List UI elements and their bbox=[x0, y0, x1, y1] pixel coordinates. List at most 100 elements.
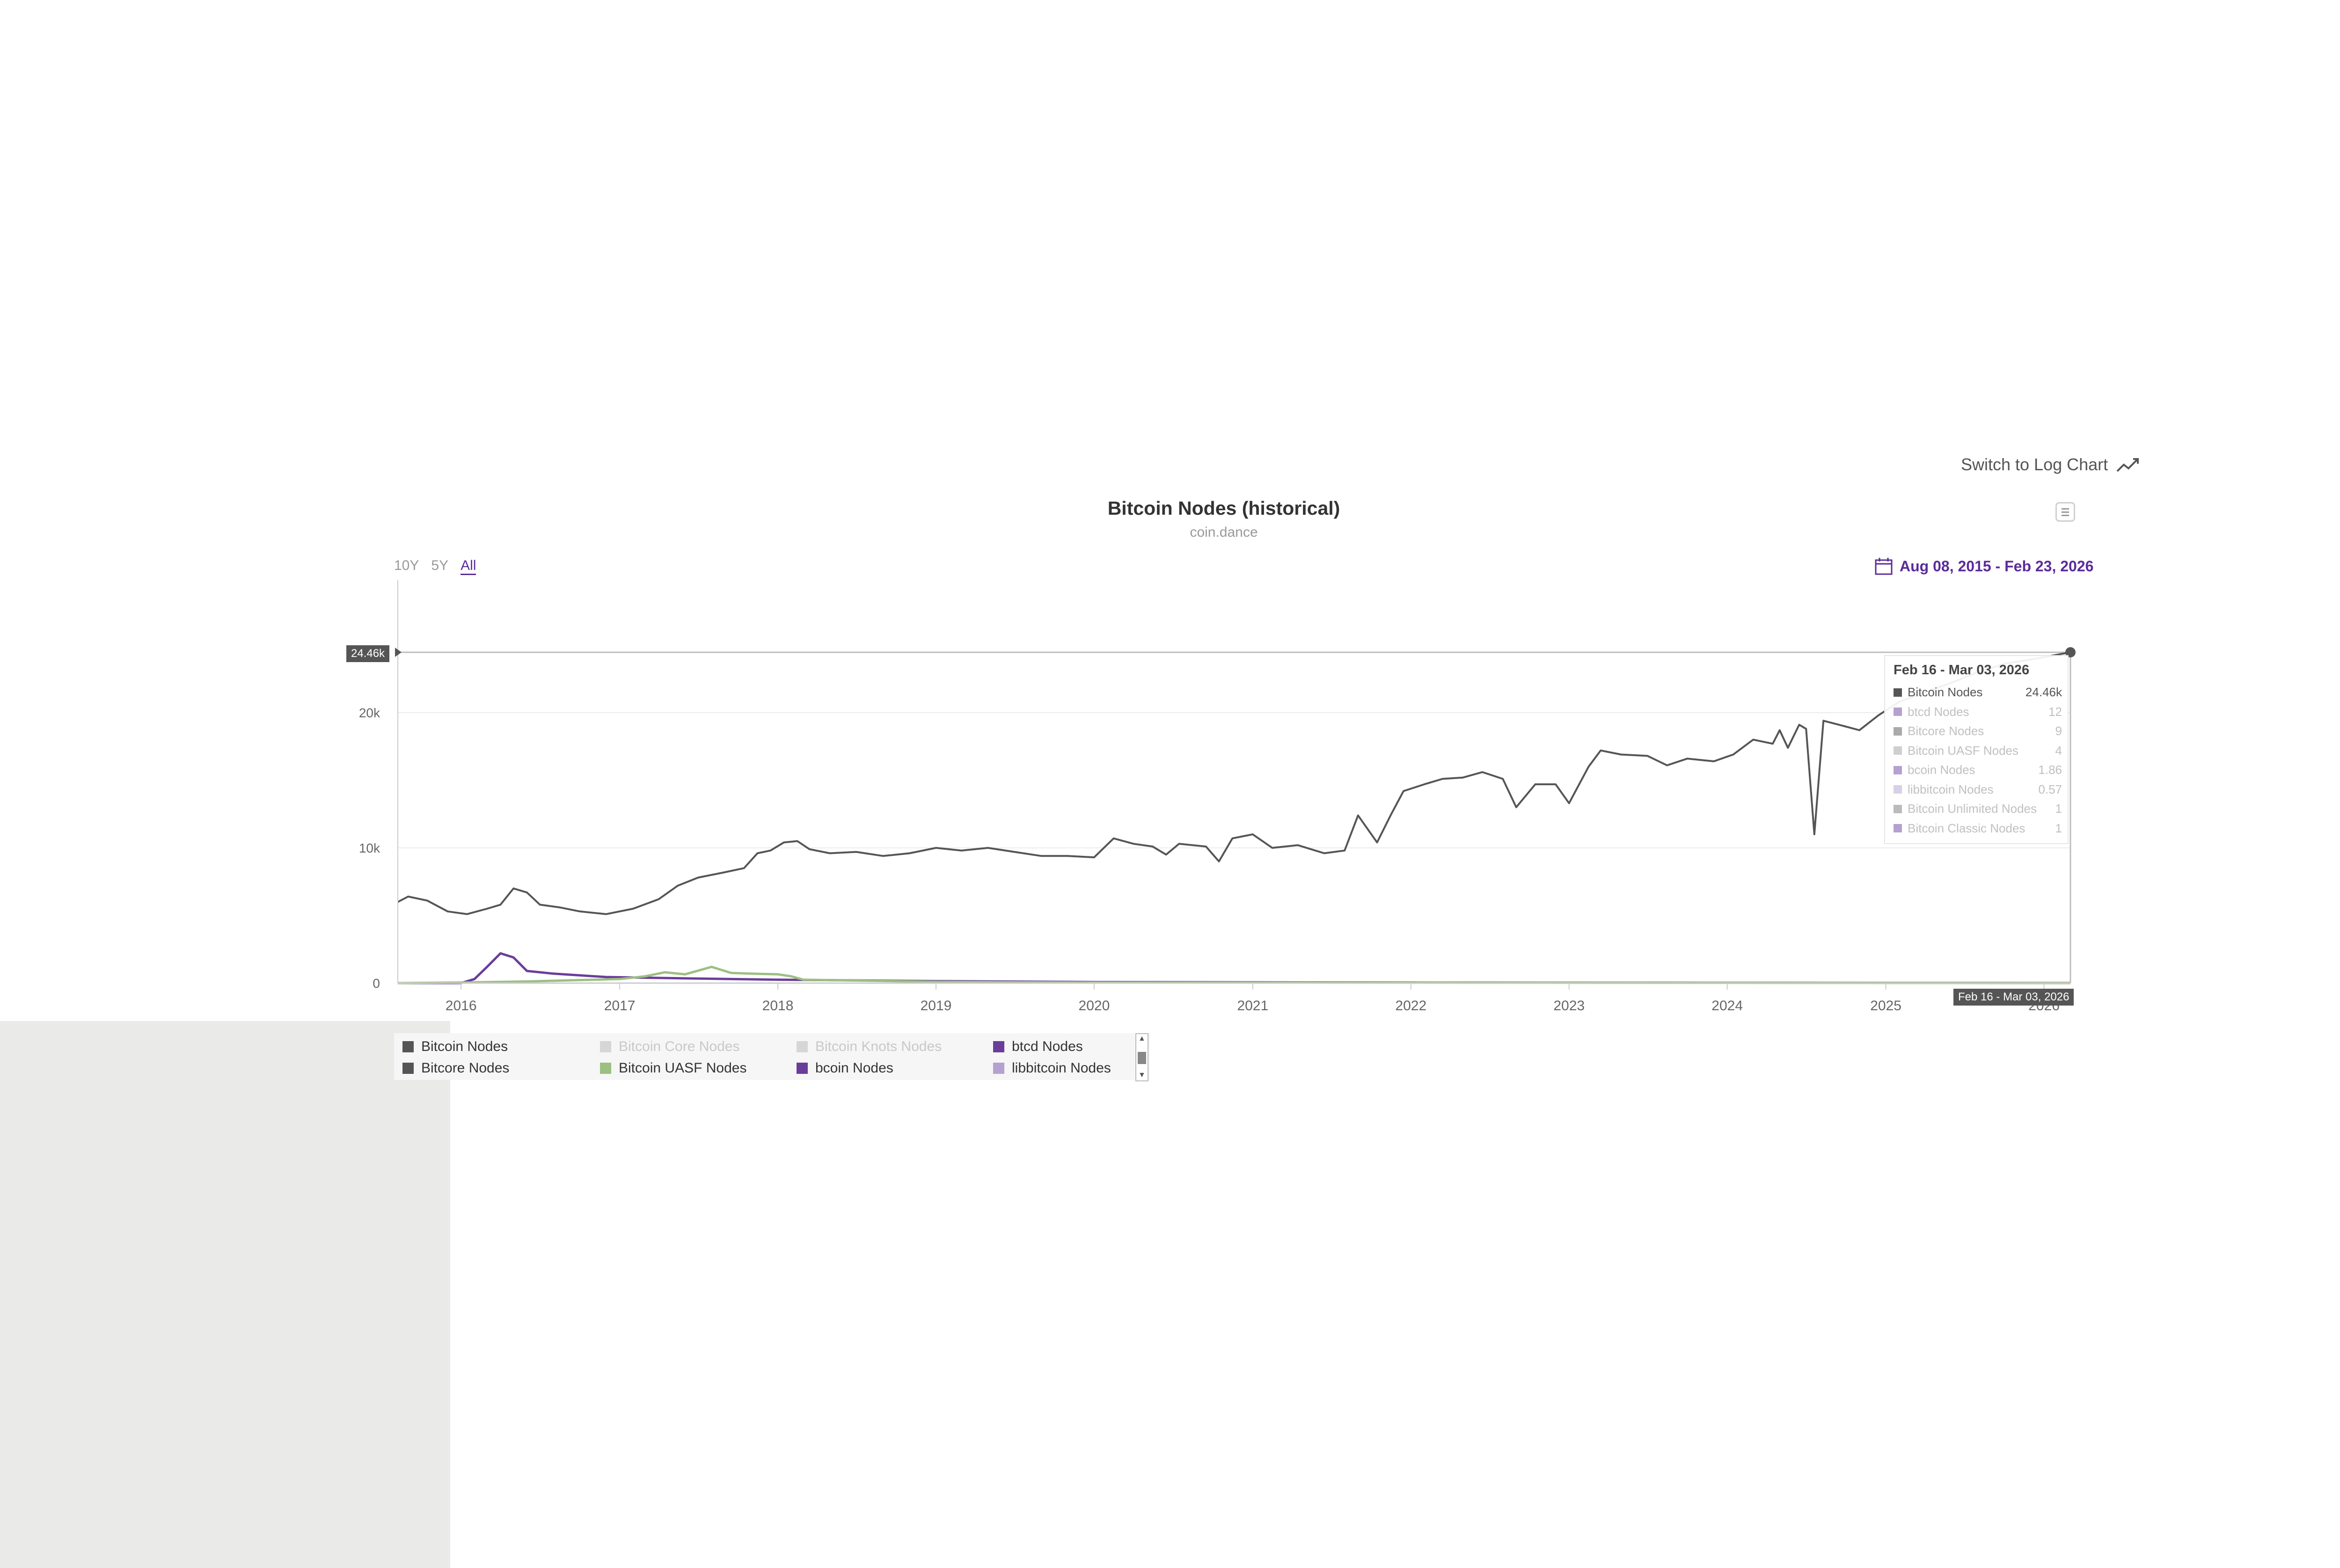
legend-scrollbar[interactable]: ▲ ▼ bbox=[1135, 1033, 1148, 1081]
tooltip-swatch bbox=[1894, 824, 1902, 832]
tooltip-row-value: 1.86 bbox=[2038, 763, 2062, 777]
x-tick-label: 2017 bbox=[604, 998, 636, 1014]
tooltip-row-label: btcd Nodes bbox=[1908, 704, 1969, 719]
tooltip-row-value: 4 bbox=[2055, 743, 2062, 758]
tooltip-row: Bitcoin Unlimited Nodes 1 bbox=[1894, 802, 2062, 816]
x-tick-label: 2016 bbox=[446, 998, 477, 1014]
tooltip-row-label: bcoin Nodes bbox=[1908, 763, 1975, 777]
tooltip-swatch bbox=[1894, 727, 1902, 736]
legend-swatch bbox=[797, 1063, 808, 1074]
chart-legend: Bitcoin Nodes Bitcoin Core Nodes Bitcoin K… bbox=[394, 1033, 1150, 1080]
tooltip-row-value: 12 bbox=[2048, 704, 2062, 719]
crosshair-y-pointer bbox=[395, 648, 402, 657]
chart-title: Bitcoin Nodes (historical) bbox=[1107, 497, 1340, 519]
legend-label: btcd Nodes bbox=[1012, 1039, 1083, 1054]
range-selector: 10Y 5Y All bbox=[394, 558, 476, 575]
series-line-bitcoin-uasf-nodes bbox=[397, 965, 2071, 985]
tooltip-swatch bbox=[1894, 785, 1902, 794]
x-tick-label: 2020 bbox=[1079, 998, 1110, 1014]
tooltip-row-value: 1 bbox=[2055, 802, 2062, 816]
tooltip-row-value: 0.57 bbox=[2038, 782, 2062, 796]
tooltip-row-label: Bitcoin Classic Nodes bbox=[1908, 821, 2026, 835]
date-range-text: Aug 08, 2015 - Feb 23, 2026 bbox=[1900, 557, 2094, 575]
legend-swatch bbox=[402, 1063, 414, 1074]
log-chart-switch-label: Switch to Log Chart bbox=[1961, 455, 2108, 474]
legend-label: Bitcoin Knots Nodes bbox=[815, 1039, 942, 1054]
legend-swatch bbox=[600, 1041, 611, 1052]
tooltip-swatch bbox=[1894, 688, 1902, 697]
axis-layer: 0 10k 20k 2016 2017 2018 2019 2020 2021 2022 2023 2… bbox=[359, 580, 2070, 1014]
tooltip-row: Bitcoin Nodes 24.46k bbox=[1894, 685, 2062, 700]
scroll-down-icon[interactable]: ▼ bbox=[1138, 1071, 1146, 1079]
tooltip-row-label: Bitcoin UASF Nodes bbox=[1908, 743, 2018, 758]
tooltip-row-label: Bitcore Nodes bbox=[1908, 724, 1984, 738]
x-tick-label: 2023 bbox=[1553, 998, 1585, 1014]
y-tick-label: 20k bbox=[359, 706, 380, 720]
date-range-picker[interactable]: Aug 08, 2015 - Feb 23, 2026 bbox=[1874, 557, 2093, 576]
scroll-up-icon[interactable]: ▲ bbox=[1138, 1035, 1146, 1043]
legend-item[interactable]: Bitcoin Knots Nodes bbox=[797, 1039, 942, 1055]
x-tick-label: 2022 bbox=[1395, 998, 1426, 1014]
calendar-icon bbox=[1875, 558, 1893, 575]
tooltip-swatch bbox=[1894, 804, 1902, 813]
tooltip-row: Bitcore Nodes 9 bbox=[1894, 724, 2062, 738]
tooltip-swatch bbox=[1894, 766, 1902, 774]
legend-item[interactable]: Bitcore Nodes bbox=[402, 1060, 509, 1076]
legend-swatch bbox=[600, 1063, 611, 1074]
legend-swatch bbox=[797, 1041, 808, 1052]
tooltip-row: Bitcoin Classic Nodes 1 bbox=[1894, 821, 2062, 836]
series-layer bbox=[397, 647, 2076, 985]
legend-label: Bitcoin Core Nodes bbox=[619, 1039, 740, 1054]
tooltip-row-label: Bitcoin Unlimited Nodes bbox=[1908, 802, 2037, 816]
trend-line-icon bbox=[2116, 458, 2139, 472]
legend-label: Bitcoin Nodes bbox=[421, 1039, 508, 1054]
legend-label: libbitcoin Nodes bbox=[1012, 1060, 1111, 1076]
scroll-thumb[interactable] bbox=[1138, 1052, 1146, 1064]
series-line-bitcoin-nodes bbox=[397, 651, 2071, 915]
chart-tooltip: Feb 16 - Mar 03, 2026 Bitcoin Nodes 24.46… bbox=[1884, 655, 2069, 844]
x-tick-label: 2024 bbox=[1711, 998, 1743, 1014]
crosshair-x-label: Feb 16 - Mar 03, 2026 bbox=[1953, 989, 2074, 1006]
legend-swatch bbox=[993, 1041, 1004, 1052]
tooltip-row-value: 24.46k bbox=[2025, 685, 2062, 699]
tooltip-row-value: 9 bbox=[2055, 724, 2062, 738]
tooltip-row: libbitcoin Nodes 0.57 bbox=[1894, 782, 2062, 797]
legend-item[interactable]: Bitcoin UASF Nodes bbox=[600, 1060, 746, 1076]
range-button-10y[interactable]: 10Y bbox=[394, 558, 419, 573]
legend-item[interactable]: btcd Nodes bbox=[993, 1039, 1083, 1055]
legend-item[interactable]: Bitcoin Core Nodes bbox=[600, 1039, 739, 1055]
crosshair-y-label: 24.46k bbox=[346, 645, 390, 662]
tooltip-row-label: libbitcoin Nodes bbox=[1908, 782, 1994, 796]
x-tick-label: 2021 bbox=[1237, 998, 1268, 1014]
tooltip-row: bcoin Nodes 1.86 bbox=[1894, 763, 2062, 777]
tooltip-swatch bbox=[1894, 746, 1902, 755]
y-tick-label: 10k bbox=[359, 841, 380, 855]
grid-layer bbox=[398, 651, 2071, 984]
legend-label: bcoin Nodes bbox=[815, 1060, 893, 1076]
x-tick-label: 2019 bbox=[921, 998, 952, 1014]
range-button-5y[interactable]: 5Y bbox=[431, 558, 449, 573]
chart-subtitle: coin.dance bbox=[1190, 525, 1258, 540]
legend-item[interactable]: libbitcoin Nodes bbox=[993, 1060, 1111, 1076]
legend-swatch bbox=[993, 1063, 1004, 1074]
background-gray-panel bbox=[0, 1021, 450, 1568]
tooltip-title: Feb 16 - Mar 03, 2026 bbox=[1894, 663, 2030, 678]
legend-label: Bitcore Nodes bbox=[421, 1060, 510, 1076]
legend-swatch bbox=[402, 1041, 414, 1052]
legend-item[interactable]: bcoin Nodes bbox=[797, 1060, 893, 1076]
legend-item[interactable]: Bitcoin Nodes bbox=[402, 1039, 508, 1055]
tooltip-row-label: Bitcoin Nodes bbox=[1908, 685, 1983, 699]
tooltip-row-value: 1 bbox=[2055, 821, 2062, 835]
tooltip-row: btcd Nodes 12 bbox=[1894, 705, 2062, 719]
x-tick-label: 2025 bbox=[1870, 998, 1901, 1014]
legend-label: Bitcoin UASF Nodes bbox=[619, 1060, 747, 1076]
series-line-btcd-nodes bbox=[398, 952, 2071, 985]
hamburger-menu-icon[interactable] bbox=[2055, 502, 2075, 522]
log-chart-switch[interactable]: Switch to Log Chart bbox=[1961, 455, 2139, 474]
tooltip-row: Bitcoin UASF Nodes 4 bbox=[1894, 744, 2062, 758]
y-tick-label: 0 bbox=[373, 976, 380, 991]
tooltip-swatch bbox=[1894, 707, 1902, 716]
range-button-all[interactable]: All bbox=[461, 558, 476, 575]
x-tick-label: 2018 bbox=[762, 998, 794, 1014]
